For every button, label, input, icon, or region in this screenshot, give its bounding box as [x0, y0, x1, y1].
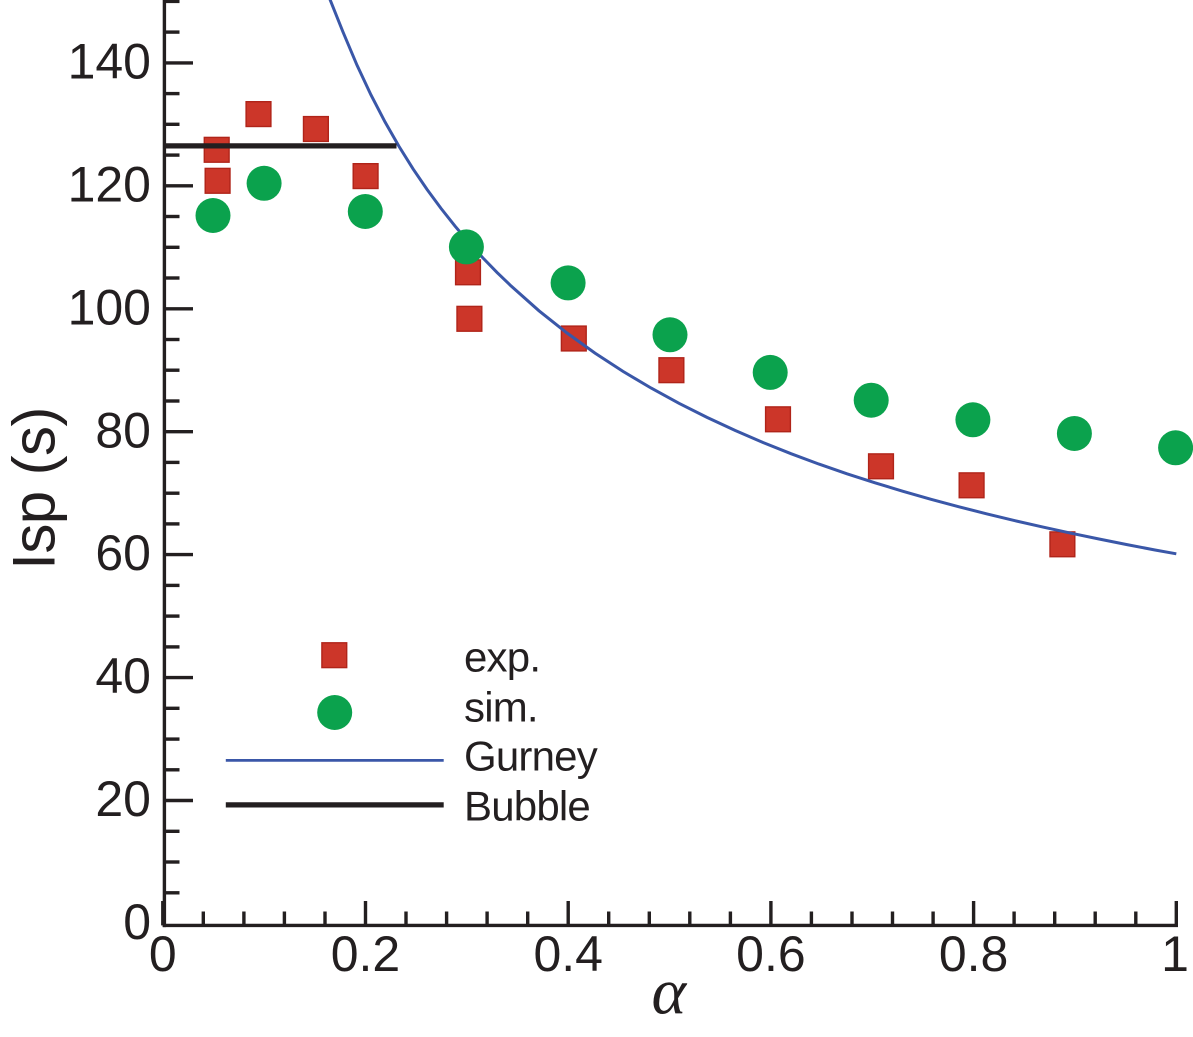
- svg-text:60: 60: [95, 525, 151, 581]
- svg-text:40: 40: [95, 648, 151, 704]
- svg-text:0.2: 0.2: [331, 926, 401, 982]
- svg-text:100: 100: [68, 279, 151, 335]
- svg-text:exp.: exp.: [464, 634, 540, 681]
- svg-text:1: 1: [1161, 926, 1189, 982]
- svg-text:sim.: sim.: [464, 684, 538, 731]
- svg-text:140: 140: [68, 34, 151, 90]
- svg-text:0: 0: [149, 926, 177, 982]
- svg-text:0.8: 0.8: [939, 926, 1009, 982]
- svg-text:Gurney: Gurney: [464, 732, 598, 779]
- svg-text:0: 0: [123, 894, 151, 950]
- svg-text:80: 80: [95, 402, 151, 458]
- svg-text:0.6: 0.6: [736, 926, 806, 982]
- svg-text:Bubble: Bubble: [464, 783, 590, 830]
- svg-text:Isp (s): Isp (s): [0, 407, 67, 569]
- svg-text:0.4: 0.4: [533, 926, 603, 982]
- svg-text:120: 120: [68, 156, 151, 212]
- svg-text:α: α: [651, 956, 687, 1029]
- svg-text:20: 20: [95, 771, 151, 827]
